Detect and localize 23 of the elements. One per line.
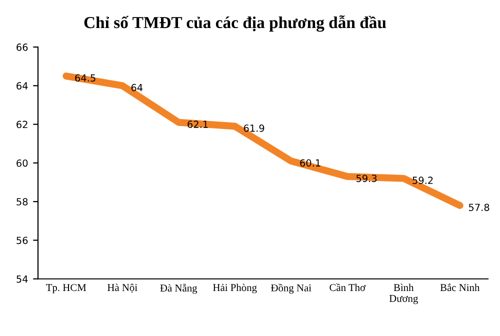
data-label: 57.8: [468, 204, 490, 212]
y-tick-label: 54: [16, 275, 28, 283]
chart-title: Chỉ số TMĐT của các địa phương dẫn đầu: [84, 15, 386, 32]
y-tick-label: 66: [16, 44, 28, 51]
data-label: 62.1: [188, 120, 208, 128]
x-tick-label: Bắc Ninh: [440, 283, 480, 292]
x-tick-label: Cần Thơ: [330, 283, 366, 292]
x-tick-label: Tp. HCM: [46, 284, 86, 294]
data-label: 64: [131, 84, 143, 92]
y-tick-label: 64: [16, 82, 28, 90]
y-tick-label: 56: [16, 236, 28, 244]
x-tick-label: Bình Dương: [389, 284, 418, 304]
x-tick-label: Hà Nội: [107, 284, 138, 293]
y-tick-label: 58: [16, 198, 28, 206]
data-label: 59.2: [412, 176, 433, 184]
data-label: 64.5: [75, 74, 96, 82]
x-tick-label: Đà Nẵng: [160, 284, 198, 294]
y-tick-label: 62: [16, 120, 28, 128]
data-label: 59.3: [356, 174, 377, 182]
x-tick-label: Đồng Nai: [271, 284, 312, 294]
y-tick-label: 60: [16, 159, 28, 167]
x-tick-label: Hải Phòng: [213, 284, 257, 294]
data-label: 61.9: [244, 124, 264, 132]
